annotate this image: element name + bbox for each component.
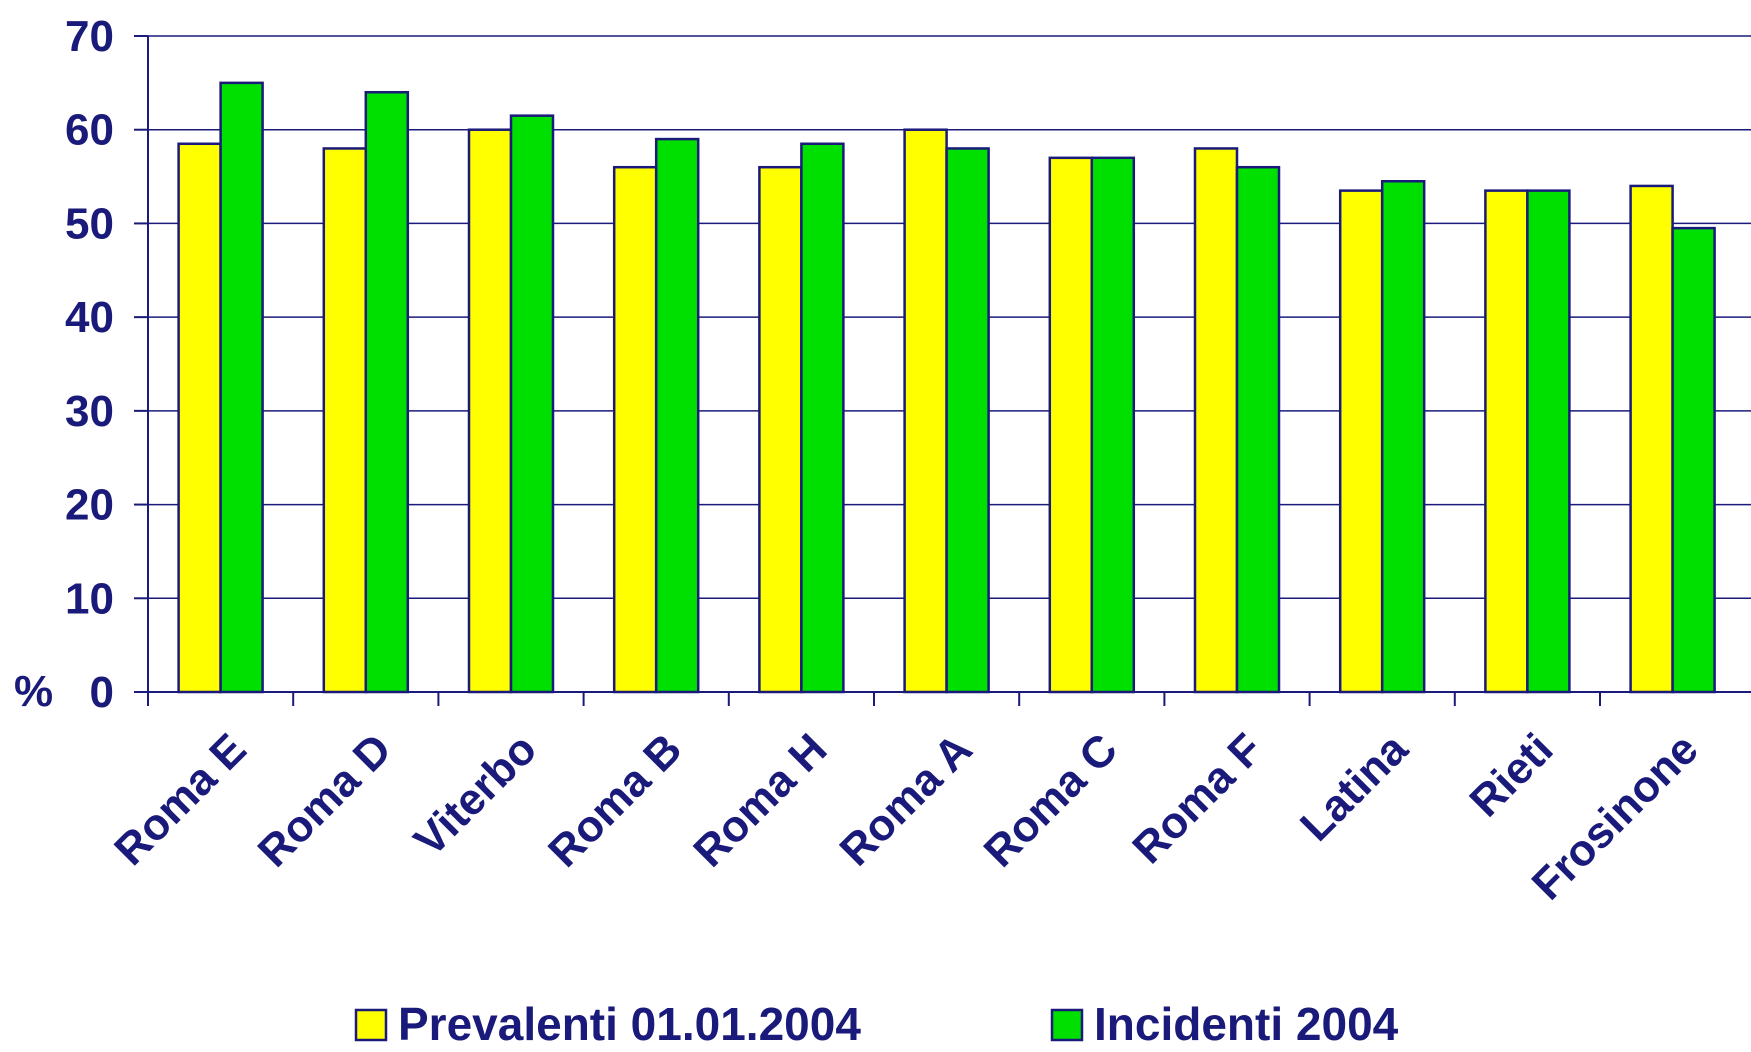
bar-incidenti: [654, 137, 700, 694]
legend-swatch: [1050, 1008, 1084, 1042]
bar-incidenti: [364, 90, 410, 694]
bar-prevalenti: [322, 147, 368, 694]
x-category-label: Viterbo: [405, 724, 546, 865]
y-tick-label: 0: [90, 668, 114, 717]
bar-incidenti: [1235, 165, 1281, 694]
x-category-label: Latina: [1291, 724, 1418, 851]
bar-prevalenti: [903, 128, 948, 694]
bar-prevalenti: [1193, 147, 1239, 694]
bar-incidenti: [1526, 189, 1571, 694]
legend-label: Prevalenti 01.01.2004: [398, 998, 861, 1047]
bar-prevalenti: [612, 165, 658, 694]
x-category-label: Roma A: [831, 724, 982, 875]
y-axis-unit-label: %: [14, 667, 53, 716]
bar-prevalenti: [1338, 189, 1384, 694]
bar-incidenti: [219, 81, 264, 694]
bars: [177, 81, 1716, 694]
bar-prevalenti: [1048, 156, 1094, 694]
legend-label: Incidenti 2004: [1094, 998, 1399, 1047]
x-category-label: Roma B: [539, 724, 691, 876]
bar-prevalenti: [1484, 189, 1529, 694]
y-tick-label: 40: [65, 293, 114, 342]
bar-incidenti: [1380, 180, 1426, 694]
y-tick-label: 70: [65, 12, 114, 61]
bar-prevalenti: [177, 142, 222, 694]
y-tick-label: 30: [65, 387, 114, 436]
x-category-label: Roma C: [975, 724, 1127, 876]
legend: Prevalenti 01.01.2004 Incidenti 2004: [354, 998, 1399, 1050]
bar-prevalenti: [467, 128, 513, 694]
y-tick-label: 60: [65, 106, 114, 155]
x-category-label: Roma E: [105, 724, 255, 874]
bar-incidenti: [800, 142, 845, 694]
x-category-label: Roma D: [249, 724, 401, 876]
legend-swatch: [354, 1008, 388, 1042]
bar-incidenti: [945, 147, 990, 694]
x-category-label: Roma H: [684, 724, 836, 876]
y-tick-label: 20: [65, 481, 114, 530]
bar-incidenti: [1671, 226, 1716, 694]
bar-incidenti: [1090, 156, 1136, 694]
bar-prevalenti: [1629, 184, 1674, 694]
bar-incidenti: [509, 114, 555, 694]
y-tick-label: 10: [65, 574, 114, 623]
x-category-label: Rieti: [1460, 724, 1562, 826]
bar-prevalenti: [758, 165, 803, 694]
x-category-label: Roma F: [1123, 724, 1272, 873]
y-tick-label: 50: [65, 199, 114, 248]
